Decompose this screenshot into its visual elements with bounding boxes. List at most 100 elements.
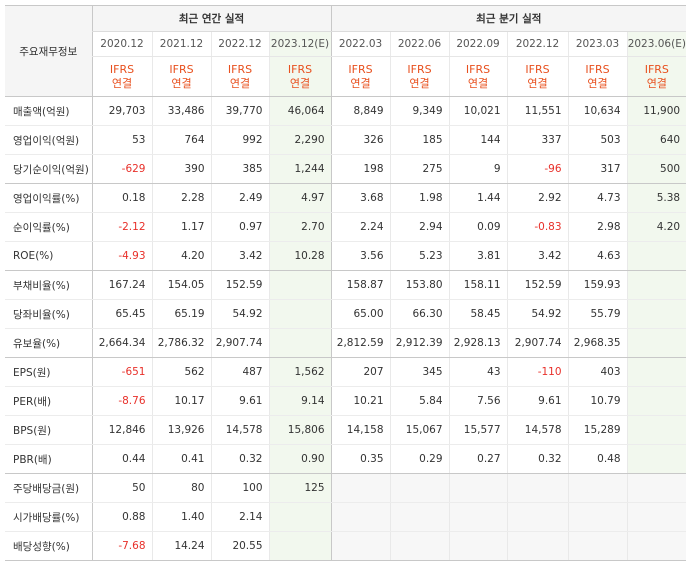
financial-table-body: 매출액(억원) 29,703 33,486 39,770 46,064 8,849 9,34… — [5, 96, 687, 561]
value-cell: -110 — [506, 357, 569, 387]
value-cell: 0.48 — [567, 444, 628, 474]
ifrs-label: IFRS 연결 — [151, 56, 211, 97]
value-cell: 185 — [389, 125, 450, 155]
table-row: 영업이익(억원) 53 764 992 2,290 326 185 144 337 503 640 — [5, 125, 687, 155]
table-row: 시가배당률(%) 0.88 1.40 2.14 — [5, 502, 687, 532]
value-cell — [506, 473, 569, 503]
value-cell: -2.12 — [91, 212, 152, 242]
value-cell: 9,349 — [389, 96, 450, 126]
annual-group-header: 최근 연간 실적 — [91, 5, 332, 32]
period-header: 2022.12 — [506, 31, 569, 57]
value-cell: -4.93 — [91, 241, 152, 271]
table-row: 배당성향(%) -7.68 14.24 20.55 — [5, 531, 687, 561]
value-cell: 15,289 — [567, 415, 628, 445]
ifrs-consolidated: 연결 — [350, 76, 371, 90]
value-cell — [567, 531, 628, 561]
value-cell: 54.92 — [506, 299, 569, 329]
value-cell: 2,928.13 — [448, 328, 508, 358]
ifrs-consolidated: 연결 — [289, 76, 311, 90]
value-cell: 8,849 — [330, 96, 391, 126]
period-header-row: 2020.12 2021.12 2022.12 2023.12(E) 2022.03 20… — [5, 31, 687, 57]
row-label: 매출액(억원) — [5, 96, 92, 126]
value-cell: 0.27 — [448, 444, 508, 474]
ifrs-label: IFRS 연결 — [448, 56, 508, 97]
value-cell: 11,900 — [626, 96, 687, 126]
ifrs-standard: IFRS — [585, 62, 610, 76]
ifrs-label: IFRS 연결 — [210, 56, 269, 97]
value-cell: 764 — [151, 125, 211, 155]
value-cell: 2.14 — [210, 502, 269, 532]
value-cell: 4.73 — [567, 183, 628, 213]
value-cell: 317 — [567, 154, 628, 184]
value-cell: 4.20 — [151, 241, 211, 271]
value-cell: 640 — [626, 125, 687, 155]
ifrs-consolidated: 연결 — [171, 76, 192, 90]
value-cell — [626, 270, 687, 300]
value-cell: -629 — [91, 154, 152, 184]
value-cell: 487 — [210, 357, 269, 387]
row-label: PBR(배) — [5, 444, 92, 474]
value-cell: 2,786.32 — [151, 328, 211, 358]
value-cell: 14,578 — [210, 415, 269, 445]
ifrs-standard: IFRS — [644, 62, 669, 76]
value-cell: 20.55 — [210, 531, 269, 561]
value-cell: 0.90 — [268, 444, 332, 474]
value-cell — [506, 502, 569, 532]
value-cell: 3.42 — [506, 241, 569, 271]
value-cell — [330, 473, 391, 503]
row-label: ROE(%) — [5, 241, 92, 271]
value-cell: 5.38 — [626, 183, 687, 213]
ifrs-label: IFRS 연결 — [389, 56, 450, 97]
table-row: 순이익률(%) -2.12 1.17 0.97 2.70 2.24 2.94 0.09 -0.8… — [5, 212, 687, 242]
value-cell: 207 — [330, 357, 391, 387]
period-header: 2020.12 — [91, 31, 152, 57]
value-cell: 326 — [330, 125, 391, 155]
row-label: 영업이익률(%) — [5, 183, 92, 213]
value-cell: 3.68 — [330, 183, 391, 213]
value-cell — [626, 328, 687, 358]
value-cell: 0.09 — [448, 212, 508, 242]
value-cell: 66.30 — [389, 299, 450, 329]
value-cell: 198 — [330, 154, 391, 184]
value-cell: 4.97 — [268, 183, 332, 213]
value-cell: -651 — [91, 357, 152, 387]
value-cell: 3.81 — [448, 241, 508, 271]
value-cell: 154.05 — [151, 270, 211, 300]
value-cell: 158.87 — [330, 270, 391, 300]
ifrs-consolidated: 연결 — [467, 76, 489, 90]
value-cell: 1.17 — [151, 212, 211, 242]
value-cell: 65.00 — [330, 299, 391, 329]
row-label: 시가배당률(%) — [5, 502, 92, 532]
period-header: 2022.12 — [210, 31, 269, 57]
value-cell — [448, 502, 508, 532]
value-cell: 562 — [151, 357, 211, 387]
value-cell: 2.94 — [389, 212, 450, 242]
value-cell — [389, 502, 450, 532]
value-cell: 125 — [268, 473, 332, 503]
table-row: PER(배) -8.76 10.17 9.61 9.14 10.21 5.84 7.56 9.6… — [5, 386, 687, 416]
value-cell: 29,703 — [91, 96, 152, 126]
ifrs-standard: IFRS — [109, 62, 135, 76]
value-cell — [389, 473, 450, 503]
value-cell: 10.79 — [567, 386, 628, 416]
table-row: ROE(%) -4.93 4.20 3.42 10.28 3.56 5.23 3.81 3.42… — [5, 241, 687, 271]
ifrs-label: IFRS 연결 — [506, 56, 569, 97]
row-label: PER(배) — [5, 386, 92, 416]
quarterly-group-header: 최근 분기 실적 — [330, 5, 687, 32]
value-cell — [268, 270, 332, 300]
period-header: 2023.12(E) — [268, 31, 332, 57]
value-cell: 65.19 — [151, 299, 211, 329]
value-cell: 15,577 — [448, 415, 508, 445]
value-cell: 2.98 — [567, 212, 628, 242]
table-row: EPS(원) -651 562 487 1,562 207 345 43 -110 403 — [5, 357, 687, 387]
value-cell: 0.41 — [151, 444, 211, 474]
value-cell — [626, 473, 687, 503]
ifrs-label: IFRS 연결 — [626, 56, 687, 97]
period-header: 2021.12 — [151, 31, 211, 57]
ifrs-standard: IFRS — [227, 62, 253, 76]
value-cell: 5.23 — [389, 241, 450, 271]
ifrs-consolidated: 연결 — [409, 76, 430, 90]
value-cell: 2.24 — [330, 212, 391, 242]
table-row: BPS(원) 12,846 13,926 14,578 15,806 14,158 15,0… — [5, 415, 687, 445]
value-cell: 14.24 — [151, 531, 211, 561]
